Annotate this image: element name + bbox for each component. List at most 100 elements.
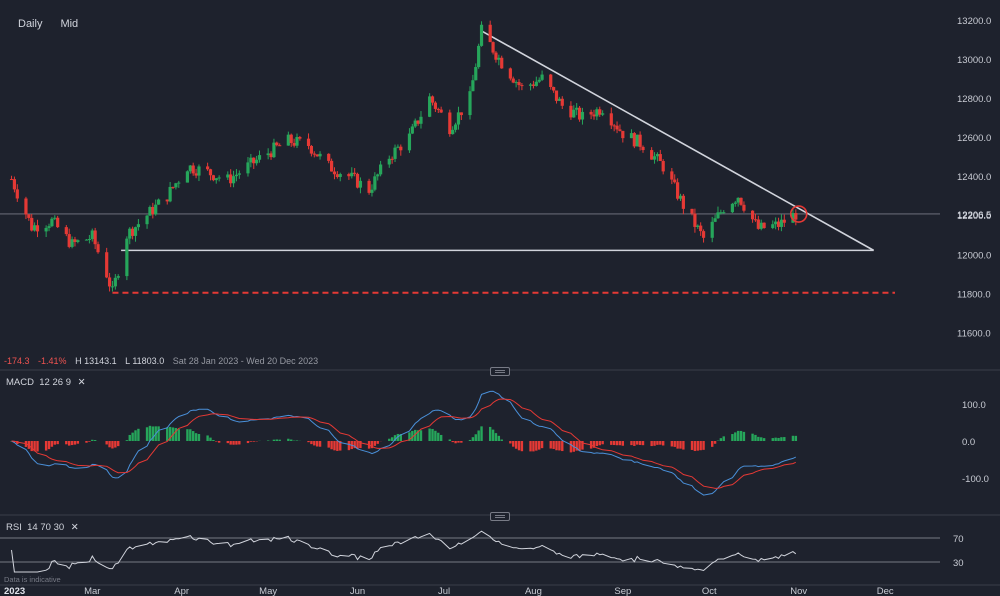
candle-body bbox=[214, 178, 218, 181]
pane-resize-handle-2[interactable] bbox=[490, 512, 510, 521]
macd-histogram-bar bbox=[206, 435, 209, 441]
close-icon[interactable]: ✕ bbox=[77, 377, 86, 388]
close-icon[interactable]: ✕ bbox=[70, 522, 79, 533]
candle-body bbox=[618, 129, 622, 131]
macd-histogram-bar bbox=[339, 441, 342, 451]
candle-body bbox=[396, 146, 400, 148]
candle-body bbox=[650, 150, 654, 160]
macd-histogram-bar bbox=[578, 441, 581, 451]
macd-histogram-bar bbox=[76, 441, 80, 444]
candle-body bbox=[286, 134, 290, 146]
candle-body bbox=[407, 133, 412, 151]
candle-body bbox=[231, 176, 236, 184]
candle-body bbox=[771, 224, 775, 228]
macd-histogram-bar bbox=[359, 441, 362, 449]
candle-body bbox=[133, 227, 138, 236]
high-value: H 13143.1 bbox=[75, 356, 117, 366]
candle-body bbox=[390, 158, 394, 160]
candle-body bbox=[716, 212, 720, 219]
macd-histogram-bar bbox=[610, 441, 613, 445]
rsi-param-upper: 70 bbox=[40, 522, 51, 533]
candle-body bbox=[479, 24, 484, 46]
macd-histogram-bar bbox=[771, 438, 774, 441]
macd-histogram-bar bbox=[411, 430, 414, 441]
macd-histogram-bar bbox=[497, 435, 501, 441]
macd-histogram-bar bbox=[711, 441, 714, 447]
candle-body bbox=[237, 173, 241, 175]
price-axis-label: 11800.0 bbox=[957, 289, 991, 300]
candle-body bbox=[655, 154, 660, 157]
macd-histogram-bar bbox=[373, 441, 377, 446]
macd-histogram-bar bbox=[650, 441, 653, 447]
candle-body bbox=[572, 109, 576, 118]
macd-histogram-bar bbox=[676, 441, 679, 449]
macd-histogram-bar bbox=[68, 441, 71, 446]
candle-body bbox=[269, 153, 273, 158]
macd-histogram-bar bbox=[336, 441, 339, 451]
macd-histogram-bar bbox=[333, 441, 336, 451]
macd-histogram-bar bbox=[330, 441, 333, 450]
macd-histogram-bar bbox=[471, 437, 475, 441]
candle-body bbox=[779, 219, 784, 227]
macd-histogram-bar bbox=[134, 430, 137, 441]
macd-histogram-bar bbox=[540, 441, 544, 449]
daily-button[interactable]: Daily bbox=[18, 18, 43, 30]
candle-body bbox=[436, 108, 440, 110]
candle-body bbox=[635, 134, 639, 147]
mid-button[interactable]: Mid bbox=[60, 18, 79, 30]
macd-histogram-bar bbox=[91, 439, 94, 441]
candle-body bbox=[699, 225, 703, 232]
candle-body bbox=[459, 112, 463, 116]
candle-body bbox=[151, 206, 155, 215]
macd-histogram-bar bbox=[408, 432, 411, 441]
candle-body bbox=[661, 161, 665, 172]
macd-histogram-bar bbox=[287, 438, 290, 441]
macd-histogram-bar bbox=[419, 430, 423, 441]
candle-body bbox=[710, 221, 714, 238]
macd-histogram-bar bbox=[794, 435, 798, 441]
macd-histogram-bar bbox=[760, 437, 763, 441]
candle-body bbox=[315, 154, 319, 157]
candle-body bbox=[387, 158, 391, 165]
pane-resize-handle-1[interactable] bbox=[490, 367, 510, 376]
macd-histogram-bar bbox=[509, 441, 512, 444]
candle-body bbox=[756, 219, 760, 229]
macd-histogram-bar bbox=[27, 441, 31, 449]
candle-body bbox=[90, 230, 94, 240]
macd-histogram-bar bbox=[157, 426, 160, 441]
macd-histogram-bar bbox=[719, 438, 723, 441]
candle-body bbox=[165, 199, 169, 202]
candle-body bbox=[148, 206, 152, 216]
candle-body bbox=[508, 68, 512, 79]
candle-body bbox=[488, 24, 492, 43]
macd-histogram-bar bbox=[191, 431, 195, 441]
candle-body bbox=[125, 238, 129, 277]
candle-body bbox=[50, 218, 54, 227]
macd-histogram-bar bbox=[538, 441, 541, 450]
candle-body bbox=[188, 165, 192, 172]
candle-body bbox=[73, 239, 77, 242]
macd-histogram-bar bbox=[137, 428, 140, 441]
macd-title: MACD bbox=[6, 377, 34, 388]
candle-body bbox=[750, 210, 755, 220]
macd-histogram-bar bbox=[310, 441, 313, 445]
macd-histogram-bar bbox=[390, 437, 394, 441]
macd-histogram-bar bbox=[494, 433, 498, 441]
candle-body bbox=[335, 174, 339, 177]
descending-trendline bbox=[481, 30, 875, 252]
macd-param-signal: 9 bbox=[65, 377, 71, 388]
macd-histogram-bar bbox=[595, 441, 599, 447]
candle-body bbox=[53, 217, 57, 219]
candle-body bbox=[451, 129, 455, 135]
candle-body bbox=[722, 212, 726, 214]
candle-body bbox=[185, 171, 190, 183]
macd-histogram-bar bbox=[44, 441, 48, 451]
macd-histogram-bar bbox=[226, 441, 229, 444]
macd-histogram-bar bbox=[520, 441, 524, 452]
macd-pane bbox=[10, 390, 798, 496]
candle-body bbox=[468, 91, 472, 116]
month-label: Sep bbox=[614, 586, 631, 596]
macd-histogram-bar bbox=[581, 441, 584, 450]
